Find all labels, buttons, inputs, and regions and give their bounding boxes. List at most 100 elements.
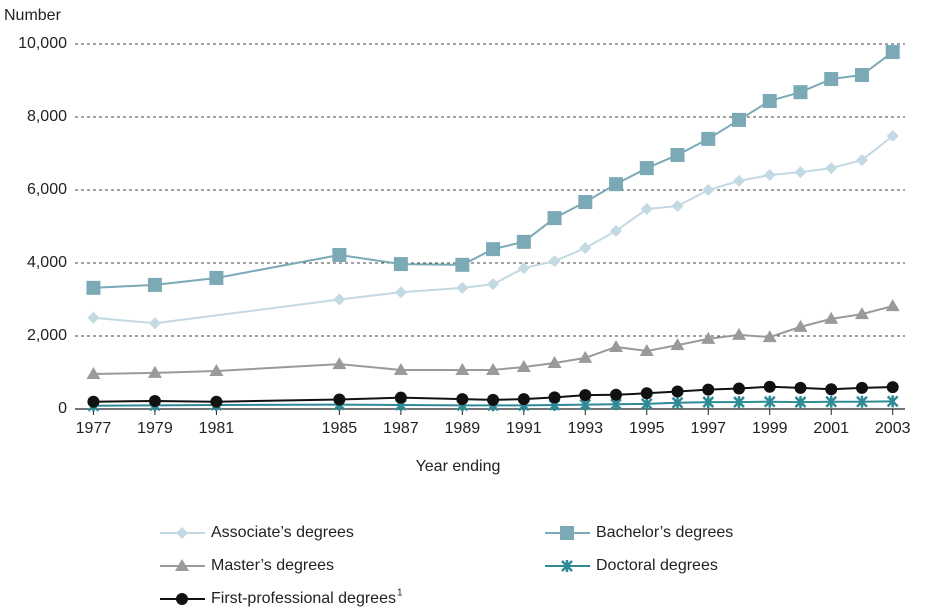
marker (639, 161, 654, 176)
x-tick-label: 1981 (199, 420, 235, 437)
legend-item: Master’s degrees (160, 557, 334, 574)
marker (885, 45, 900, 60)
marker (579, 389, 592, 402)
marker (332, 247, 347, 262)
marker (87, 311, 100, 324)
marker (701, 131, 716, 146)
marker (825, 383, 838, 396)
series-line (93, 400, 893, 407)
marker (609, 339, 624, 352)
y-tick-label: 0 (58, 400, 67, 417)
marker (763, 380, 776, 393)
marker (763, 395, 776, 408)
marker (147, 277, 162, 292)
y-axis-label: Number (4, 7, 62, 24)
marker (394, 286, 407, 299)
legend-item: First-professional degrees 1 (160, 588, 403, 607)
marker (487, 278, 500, 291)
series-line (93, 135, 894, 325)
x-tick-label: 1993 (567, 420, 603, 437)
marker (332, 357, 347, 370)
legend-item: Doctoral degrees (545, 557, 718, 574)
marker (855, 154, 868, 167)
marker (702, 396, 715, 409)
marker (762, 93, 777, 108)
marker (825, 395, 838, 408)
marker (148, 394, 161, 407)
marker (455, 257, 470, 272)
marker (517, 262, 530, 275)
marker (455, 362, 470, 375)
marker (394, 391, 407, 404)
marker (702, 184, 715, 196)
marker (456, 393, 469, 406)
marker (176, 527, 188, 539)
marker (794, 381, 807, 394)
legend-footnote: 1 (397, 588, 403, 599)
marker (825, 162, 838, 175)
marker (640, 397, 653, 410)
y-tick-label: 6,000 (27, 181, 67, 198)
y-tick-label: 10,000 (18, 35, 67, 52)
marker (671, 200, 684, 213)
marker (732, 327, 746, 340)
x-axis-label: Year ending (416, 458, 501, 475)
x-tick-label: 1987 (383, 420, 419, 437)
marker (86, 280, 101, 295)
marker (702, 383, 715, 396)
marker (547, 356, 562, 369)
x-tick-label: 1999 (752, 420, 788, 437)
legend-label: Doctoral degrees (596, 557, 718, 574)
y-tick-label: 2,000 (27, 327, 67, 344)
y-tick-label: 8,000 (27, 108, 67, 125)
marker (579, 242, 592, 255)
marker (886, 395, 899, 408)
y-tick-label: 4,000 (27, 254, 67, 271)
marker (393, 257, 408, 272)
marker (733, 396, 745, 409)
marker (856, 395, 868, 408)
marker (763, 169, 776, 182)
marker (824, 72, 839, 87)
marker (517, 393, 530, 406)
marker (671, 396, 684, 409)
marker (762, 330, 777, 343)
marker (640, 202, 653, 215)
marker (548, 391, 561, 404)
legend-item: Bachelor’s degrees (545, 524, 733, 541)
marker (516, 360, 531, 373)
x-tick-label: 1997 (690, 420, 726, 437)
x-tick-label: 2001 (813, 420, 849, 437)
x-tick-label: 1985 (322, 420, 358, 437)
legend-label: Bachelor’s degrees (596, 524, 733, 541)
marker (148, 317, 161, 330)
marker (333, 393, 346, 406)
marker (560, 526, 574, 540)
marker (793, 85, 808, 100)
marker (824, 311, 839, 324)
legend-label: Master’s degrees (211, 557, 334, 574)
marker (701, 331, 716, 344)
x-tick-label: 2003 (875, 420, 911, 437)
marker (86, 366, 101, 379)
marker (486, 362, 501, 375)
marker (854, 307, 869, 320)
marker (794, 166, 807, 179)
marker (393, 362, 408, 375)
marker (732, 112, 746, 127)
marker (886, 381, 899, 394)
marker (855, 381, 868, 394)
marker (671, 385, 684, 398)
marker (209, 270, 224, 285)
legend-label: Associate’s degrees (211, 524, 354, 541)
marker (176, 593, 188, 605)
marker (578, 350, 593, 363)
marker (610, 224, 623, 237)
x-tick-label: 1979 (137, 420, 173, 437)
marker (640, 387, 653, 400)
marker (486, 242, 501, 257)
x-tick-label: 1991 (506, 420, 542, 437)
legend-label: First-professional degrees (211, 590, 396, 607)
marker (639, 343, 654, 356)
